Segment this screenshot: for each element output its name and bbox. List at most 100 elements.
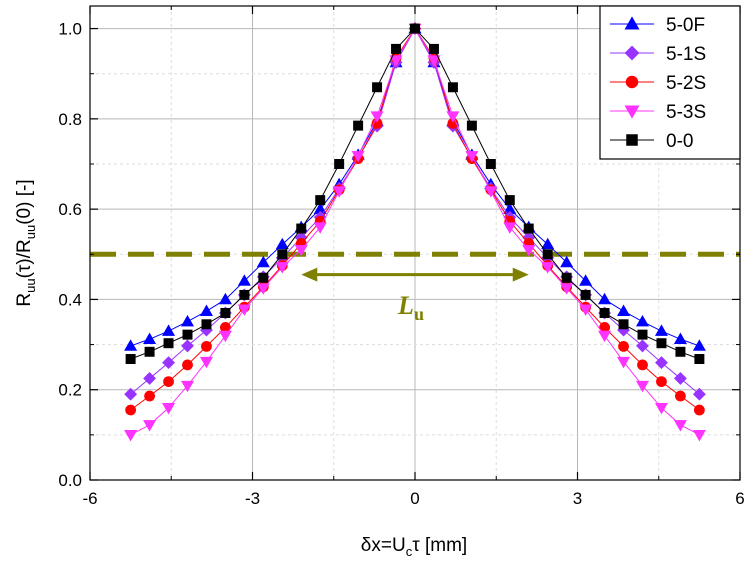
data-point	[162, 356, 175, 370]
data-point	[220, 307, 231, 318]
x-tick-label: 3	[573, 489, 582, 508]
data-point	[410, 23, 420, 34]
legend-item: 0-0	[610, 131, 693, 152]
data-point	[334, 159, 345, 169]
legend-label: 5-1S	[666, 44, 706, 65]
data-point	[693, 404, 705, 416]
data-point	[182, 359, 193, 371]
x-axis-label-main: δx=U	[361, 535, 406, 556]
x-tick-label: -6	[82, 489, 97, 508]
data-point	[162, 324, 176, 336]
data-point	[125, 404, 137, 416]
data-point	[256, 255, 270, 268]
data-point	[313, 222, 327, 234]
data-point	[143, 420, 157, 432]
x-tick-label: 0	[410, 489, 419, 508]
data-point	[675, 346, 686, 357]
data-point	[694, 354, 705, 364]
x-tick-label: -3	[245, 489, 260, 508]
legend-marker	[625, 75, 639, 89]
legend-label: 0-0	[666, 131, 693, 152]
data-point	[484, 186, 498, 198]
y-axis-label-a: R	[14, 293, 35, 307]
data-point	[541, 262, 555, 274]
data-point	[372, 82, 383, 93]
data-point	[124, 339, 138, 351]
data-point	[218, 292, 232, 305]
data-point	[636, 339, 649, 353]
data-point	[635, 380, 650, 393]
data-point	[579, 304, 593, 316]
data-point	[598, 292, 612, 305]
data-point	[201, 319, 212, 330]
legend-label: 5-3S	[666, 102, 706, 123]
data-point	[427, 55, 441, 67]
data-point	[617, 356, 631, 369]
data-point	[675, 390, 686, 402]
length-label-main: L	[397, 291, 414, 320]
x-axis-label: δx=Ucτ [mm]	[361, 535, 467, 559]
data-point	[256, 283, 270, 295]
series-group	[124, 21, 706, 442]
y-tick-label: 1.0	[58, 20, 82, 39]
length-arrow-head-right	[512, 267, 529, 282]
length-arrow-head-left	[301, 267, 318, 282]
data-point	[239, 289, 250, 300]
data-point	[541, 237, 555, 250]
data-point	[201, 340, 212, 352]
data-point	[673, 372, 687, 385]
data-point	[635, 314, 650, 327]
data-point	[144, 346, 155, 357]
length-label: Lu	[397, 291, 424, 324]
legend-item: 5-2S	[610, 73, 706, 94]
data-point	[560, 255, 574, 268]
data-point	[182, 329, 193, 340]
data-point	[654, 402, 668, 415]
y-axis-label-b: (τ)/R	[14, 239, 35, 278]
data-point	[181, 339, 194, 353]
x-axis-label-tail: τ [mm]	[412, 535, 467, 556]
data-point	[561, 272, 572, 283]
series-5-3S	[124, 23, 706, 442]
data-point	[315, 195, 326, 206]
data-point	[598, 330, 612, 343]
data-point	[656, 338, 667, 349]
data-point	[504, 195, 515, 206]
data-point	[180, 380, 195, 393]
data-point	[617, 304, 631, 316]
legend-marker	[626, 134, 638, 146]
y-tick-label: 0.6	[58, 200, 82, 219]
data-point	[277, 249, 288, 260]
data-point	[275, 262, 289, 274]
x-axis-label-sub: c	[406, 544, 413, 559]
data-point	[351, 151, 365, 163]
data-point	[143, 332, 157, 344]
data-point	[389, 55, 403, 67]
data-point	[446, 111, 460, 123]
legend-label: 5-2S	[666, 73, 706, 94]
axis-ticks: -6 -3 0 3 6 0.0 0.2 0.4 0.6 0.8 1.0	[58, 6, 745, 508]
data-point	[428, 43, 439, 54]
data-point	[332, 186, 346, 198]
data-point	[466, 120, 477, 131]
length-label-sub: u	[414, 304, 424, 324]
data-point	[218, 330, 232, 343]
y-tick-label: 0.2	[58, 381, 82, 400]
data-point	[124, 430, 138, 442]
legend-item: 5-3S	[610, 102, 706, 123]
data-point	[237, 304, 251, 316]
data-point	[692, 430, 706, 442]
data-point	[391, 43, 402, 54]
data-point	[656, 376, 667, 387]
y-axis-label-b-sub: uu	[23, 225, 38, 239]
data-point	[199, 304, 213, 316]
legend-marker	[624, 45, 640, 61]
legend-marker	[624, 16, 640, 30]
data-point	[579, 274, 593, 286]
data-point	[637, 329, 648, 340]
data-point	[180, 314, 195, 327]
data-point	[618, 340, 629, 352]
legend: 5-0F 5-1S 5-2S 5-3S 0-0	[599, 5, 741, 160]
data-point	[503, 222, 517, 234]
